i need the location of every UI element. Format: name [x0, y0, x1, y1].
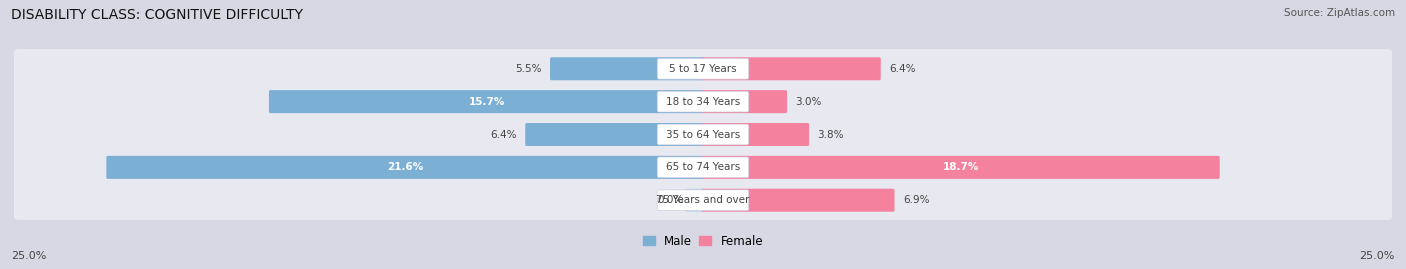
FancyBboxPatch shape: [702, 123, 808, 146]
FancyBboxPatch shape: [550, 57, 704, 80]
FancyBboxPatch shape: [657, 157, 749, 178]
Text: 25.0%: 25.0%: [11, 251, 46, 261]
Text: 25.0%: 25.0%: [1360, 251, 1395, 261]
Text: 0.0%: 0.0%: [658, 195, 683, 205]
FancyBboxPatch shape: [13, 148, 1393, 187]
FancyBboxPatch shape: [657, 190, 749, 211]
FancyBboxPatch shape: [107, 156, 704, 179]
Text: 5 to 17 Years: 5 to 17 Years: [669, 64, 737, 74]
FancyBboxPatch shape: [269, 90, 704, 113]
Text: Source: ZipAtlas.com: Source: ZipAtlas.com: [1284, 8, 1395, 18]
Text: DISABILITY CLASS: COGNITIVE DIFFICULTY: DISABILITY CLASS: COGNITIVE DIFFICULTY: [11, 8, 304, 22]
FancyBboxPatch shape: [13, 82, 1393, 121]
FancyBboxPatch shape: [685, 189, 704, 212]
Text: 75 Years and over: 75 Years and over: [657, 195, 749, 205]
Text: 5.5%: 5.5%: [515, 64, 541, 74]
Text: 15.7%: 15.7%: [468, 97, 505, 107]
FancyBboxPatch shape: [657, 91, 749, 112]
FancyBboxPatch shape: [657, 124, 749, 145]
FancyBboxPatch shape: [702, 189, 894, 212]
FancyBboxPatch shape: [702, 156, 1219, 179]
Text: 3.0%: 3.0%: [796, 97, 821, 107]
Text: 18.7%: 18.7%: [942, 162, 979, 172]
Text: 6.9%: 6.9%: [903, 195, 929, 205]
FancyBboxPatch shape: [13, 180, 1393, 220]
FancyBboxPatch shape: [702, 57, 880, 80]
FancyBboxPatch shape: [526, 123, 704, 146]
Text: 21.6%: 21.6%: [387, 162, 423, 172]
Text: 65 to 74 Years: 65 to 74 Years: [666, 162, 740, 172]
Text: 6.4%: 6.4%: [491, 129, 517, 140]
Text: 18 to 34 Years: 18 to 34 Years: [666, 97, 740, 107]
Text: 35 to 64 Years: 35 to 64 Years: [666, 129, 740, 140]
FancyBboxPatch shape: [702, 90, 787, 113]
FancyBboxPatch shape: [657, 58, 749, 79]
Text: 6.4%: 6.4%: [889, 64, 915, 74]
FancyBboxPatch shape: [13, 49, 1393, 89]
FancyBboxPatch shape: [13, 115, 1393, 154]
Text: 3.8%: 3.8%: [817, 129, 844, 140]
Legend: Male, Female: Male, Female: [638, 230, 768, 253]
